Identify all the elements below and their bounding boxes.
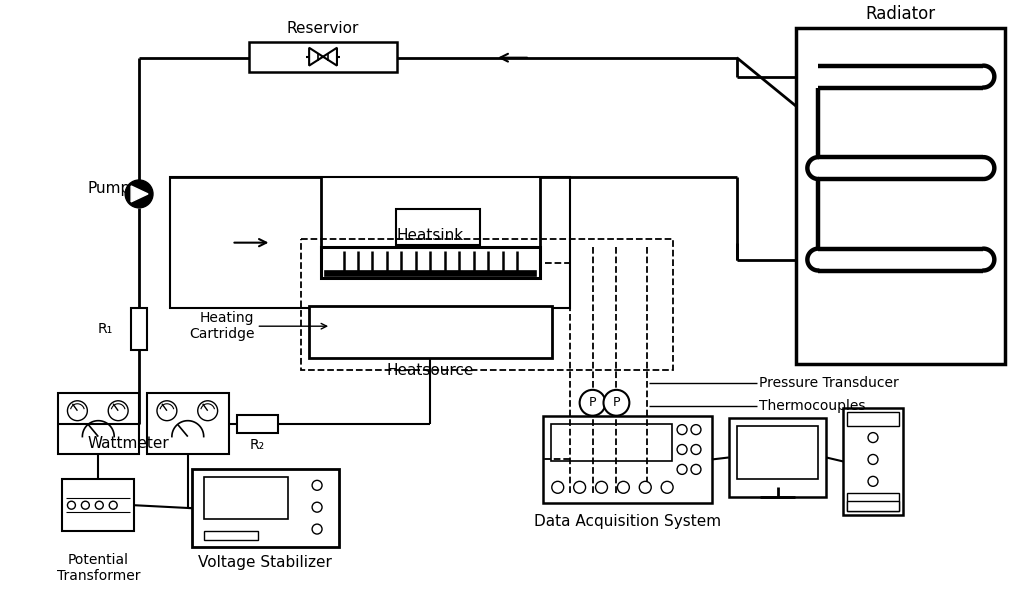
Text: Data Acquisition System: Data Acquisition System — [534, 514, 721, 528]
Bar — [847, 501, 899, 511]
Bar — [191, 469, 339, 547]
Text: R₁: R₁ — [98, 322, 114, 336]
Bar — [309, 306, 552, 358]
Circle shape — [312, 480, 323, 491]
Circle shape — [677, 444, 687, 454]
Circle shape — [677, 465, 687, 475]
Text: Thermocouples: Thermocouples — [759, 399, 865, 413]
Circle shape — [691, 444, 701, 454]
Bar — [131, 309, 147, 350]
Polygon shape — [309, 48, 323, 66]
Circle shape — [81, 501, 89, 509]
Text: Pressure Transducer: Pressure Transducer — [759, 376, 898, 390]
Circle shape — [868, 433, 878, 443]
Bar — [847, 493, 899, 511]
Bar — [847, 412, 899, 426]
Bar — [543, 415, 712, 503]
Circle shape — [639, 481, 651, 493]
Bar — [843, 408, 903, 515]
Bar — [237, 415, 279, 433]
Text: Potential
Transformer: Potential Transformer — [56, 553, 140, 583]
Bar — [170, 177, 569, 309]
Circle shape — [95, 501, 103, 509]
Circle shape — [157, 401, 177, 421]
Circle shape — [580, 390, 605, 415]
Circle shape — [691, 425, 701, 434]
Text: Heatsink: Heatsink — [397, 228, 464, 243]
Circle shape — [552, 481, 564, 493]
Circle shape — [691, 465, 701, 475]
Bar — [204, 478, 288, 519]
Circle shape — [68, 401, 87, 421]
Circle shape — [596, 481, 607, 493]
Bar — [325, 271, 536, 277]
Text: Pump: Pump — [87, 181, 131, 196]
Circle shape — [312, 524, 323, 534]
Bar — [147, 393, 228, 454]
Text: Radiator: Radiator — [865, 5, 936, 23]
Text: Reservior: Reservior — [287, 21, 359, 36]
Bar — [736, 426, 818, 479]
Bar — [551, 424, 672, 462]
Circle shape — [68, 501, 76, 509]
Circle shape — [617, 481, 630, 493]
Circle shape — [312, 502, 323, 512]
Circle shape — [109, 401, 128, 421]
Text: Wattmeter: Wattmeter — [87, 436, 169, 451]
Text: Heatsource: Heatsource — [387, 363, 474, 378]
Text: Voltage Stabilizer: Voltage Stabilizer — [199, 556, 333, 570]
Polygon shape — [323, 48, 337, 66]
Bar — [62, 479, 134, 531]
Text: P: P — [612, 397, 621, 410]
Circle shape — [125, 180, 153, 208]
Circle shape — [573, 481, 586, 493]
Circle shape — [868, 476, 878, 486]
Bar — [322, 246, 540, 278]
Circle shape — [868, 454, 878, 465]
Circle shape — [677, 425, 687, 434]
Circle shape — [110, 501, 117, 509]
Bar — [301, 239, 673, 370]
Bar — [250, 42, 396, 72]
Text: Heating
Cartridge: Heating Cartridge — [188, 311, 254, 341]
Bar — [57, 393, 139, 454]
Text: R₂: R₂ — [250, 437, 265, 452]
Text: P: P — [589, 397, 596, 410]
Bar — [395, 209, 480, 245]
Circle shape — [198, 401, 218, 421]
Circle shape — [662, 481, 673, 493]
Bar — [797, 28, 1006, 364]
Bar — [729, 418, 826, 497]
Circle shape — [603, 390, 630, 415]
Bar — [204, 531, 258, 540]
Polygon shape — [131, 186, 148, 202]
